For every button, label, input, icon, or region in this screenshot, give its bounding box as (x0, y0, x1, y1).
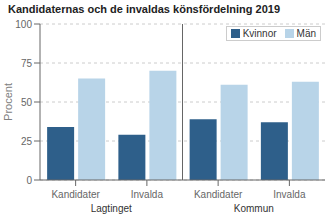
svg-text:Kandidater: Kandidater (194, 189, 243, 200)
svg-text:Invalda: Invalda (131, 189, 164, 200)
svg-text:50: 50 (21, 97, 33, 108)
svg-text:Procent: Procent (8, 83, 14, 121)
html-text:Kvinnor: Kvinnor (242, 28, 277, 39)
svg-text:Kommun: Kommun (234, 203, 274, 214)
svg-text:100: 100 (15, 19, 32, 30)
svg-text:Lagtinget: Lagtinget (91, 203, 132, 214)
svg-text:0: 0 (26, 175, 32, 186)
svg-text:Invalda: Invalda (273, 189, 306, 200)
html-text:Män: Män (296, 28, 316, 39)
html-text:Kandidaternas och de invaldas: Kandidaternas och de invaldas könsfördel… (8, 3, 280, 15)
svg-text:Kandidater: Kandidater (51, 189, 100, 200)
svg-text:25: 25 (21, 136, 33, 147)
svg-text:75: 75 (21, 58, 33, 69)
